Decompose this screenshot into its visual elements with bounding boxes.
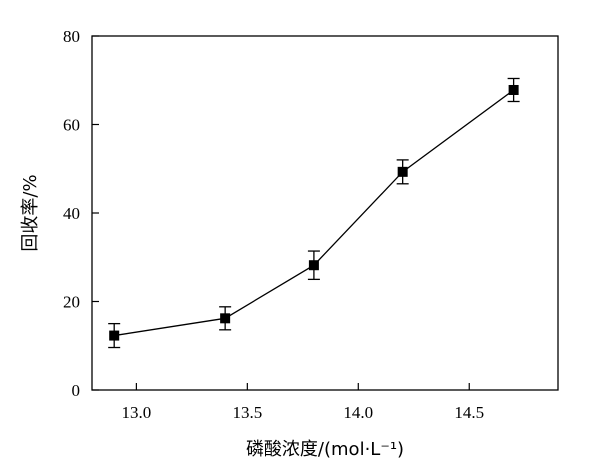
data-point [220,313,231,324]
data-point [508,84,519,95]
x-tick-label: 13.0 [122,403,152,422]
x-tick-label: 14.0 [343,403,373,422]
y-tick-label: 40 [63,204,80,223]
x-axis-title: 磷酸浓度/(mol·L⁻¹) [246,439,404,460]
y-tick-label: 0 [72,381,81,400]
data-point [308,260,319,271]
series-line [114,89,515,337]
y-tick-label: 80 [63,27,80,46]
series-layer [108,77,520,349]
x-tick-label: 13.5 [232,403,262,422]
data-point [109,330,120,341]
y-tick-label: 60 [63,116,80,135]
x-tick-label: 14.5 [454,403,484,422]
y-axis-title: 回收率/% [20,174,41,251]
y-tick-label: 20 [63,293,80,312]
plot-frame [91,35,559,391]
x-axis-ticks: 13.0 13.5 14.0 14.5 [122,383,484,422]
data-point [397,166,408,177]
y-axis-ticks: 0 20 40 60 80 [63,27,99,400]
